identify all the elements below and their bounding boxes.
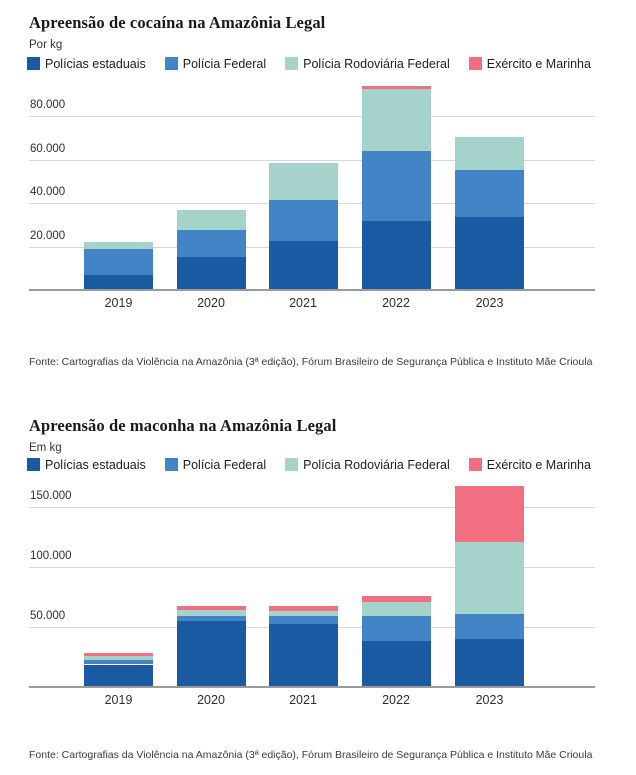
bar-segment-policia-rodoviaria-federal[interactable]	[361, 602, 431, 617]
bar-segment-policias-estaduais[interactable]	[268, 624, 338, 687]
legend-item: Polícias estaduais	[27, 458, 146, 473]
bar-segment-policia-federal[interactable]	[268, 616, 338, 625]
legend-label: Polícia Federal	[182, 458, 267, 472]
cocaine-chart-section: 20.000 40.000 60.000 80.000 2019 2020 2021 2022…	[27, 13, 610, 368]
gridline	[29, 567, 595, 568]
bar-segment-policia-rodoviaria-federal[interactable]	[176, 210, 246, 231]
gridline	[29, 116, 595, 118]
legend-label: Exército e Marinha	[486, 57, 591, 71]
legend-item: Polícia Federal	[164, 57, 267, 72]
bar-segment-policia-federal[interactable]	[455, 614, 524, 640]
y-axis-tick-label: 80.000	[30, 99, 66, 112]
cocaine-plot-area: 20.000 40.000 60.000 80.000 2019 2020 2021 2022…	[29, 86, 595, 310]
bar-segment-policia-federal[interactable]	[268, 199, 338, 242]
legend-swatch-icon	[27, 57, 40, 70]
legend-swatch-icon	[285, 458, 299, 471]
bar-segment-policias-estaduais[interactable]	[268, 241, 338, 290]
legend-label: Polícia Rodoviária Federal	[303, 57, 450, 71]
bar-segment-policia-federal[interactable]	[84, 249, 153, 275]
bar-segment-policias-estaduais[interactable]	[361, 641, 431, 687]
y-axis-tick-label: 40.000	[30, 186, 66, 199]
bar-segment-policias-estaduais[interactable]	[455, 639, 524, 687]
legend-label: Exército e Marinha	[486, 458, 591, 472]
bar-segment-exercito-e-marinha[interactable]	[268, 605, 338, 611]
x-axis-label: 2020	[197, 693, 225, 707]
y-axis-tick-label: 50.000	[30, 610, 66, 622]
bar-segment-exercito-e-marinha[interactable]	[361, 596, 431, 603]
x-axis-label: 2023	[475, 296, 504, 310]
bar-segment-exercito-e-marinha[interactable]	[84, 652, 153, 656]
cocaine-chart-title: Apreensão de cocaína na Amazônia Legal	[29, 13, 326, 32]
legend-item: Polícia Rodoviária Federal	[285, 458, 450, 473]
y-axis-tick-label: 100.000	[30, 550, 72, 562]
legend-swatch-icon	[164, 57, 178, 70]
bar-segment-policias-estaduais[interactable]	[361, 220, 431, 290]
bar-segment-policia-federal[interactable]	[455, 169, 524, 218]
bar-segment-policia-rodoviaria-federal[interactable]	[268, 163, 338, 200]
y-axis-tick-label: 150.000	[30, 490, 72, 502]
bar-segment-policias-estaduais[interactable]	[176, 257, 246, 290]
legend-item: Polícia Rodoviária Federal	[285, 57, 450, 72]
legend-swatch-icon	[285, 57, 299, 70]
legend-label: Polícias estaduais	[45, 57, 146, 71]
bar-segment-policia-federal[interactable]	[361, 616, 431, 642]
x-axis-label: 2021	[289, 296, 317, 310]
bar-segment-policia-rodoviaria-federal[interactable]	[84, 655, 153, 661]
x-axis-label: 2022	[382, 693, 410, 707]
x-axis-baseline	[29, 289, 595, 291]
x-axis-label: 2019	[104, 693, 133, 707]
marijuana-plot-area: 50.000 100.000 150.000 2019 2020 2021 2022 2023	[0, 402, 636, 775]
bar-segment-policia-rodoviaria-federal[interactable]	[455, 541, 524, 615]
marijuana-chart-section: 50.000 100.000 150.000 2019 2020 2021 2022 2023…	[0, 402, 636, 775]
legend-item: Exército e Marinha	[468, 458, 591, 473]
bar-segment-exercito-e-marinha[interactable]	[455, 486, 524, 542]
cocaine-source-note: Fonte: Cartografias da Violência na Amaz…	[29, 356, 593, 368]
bar-segment-policia-federal[interactable]	[176, 616, 246, 621]
marijuana-chart-subtitle: Em kg	[29, 442, 62, 454]
legend-item: Exército e Marinha	[468, 57, 591, 72]
bar-segment-policia-rodoviaria-federal[interactable]	[268, 610, 338, 616]
legend-swatch-icon	[164, 458, 178, 471]
bar-segment-policia-federal[interactable]	[361, 150, 431, 221]
legend-swatch-icon	[468, 458, 482, 471]
x-axis-baseline	[29, 686, 595, 688]
legend-label: Polícias estaduais	[45, 458, 146, 472]
bar-segment-policias-estaduais[interactable]	[455, 217, 524, 290]
gridline	[29, 159, 595, 161]
marijuana-chart-legend: Polícias estaduais Polícia Federal Polícia…	[27, 456, 610, 472]
bar-segment-policia-rodoviaria-federal[interactable]	[84, 242, 153, 250]
x-axis-label: 2023	[475, 693, 504, 707]
cocaine-chart-legend: Polícias estaduais Polícia Federal Polícia…	[27, 55, 610, 71]
bar-segment-exercito-e-marinha[interactable]	[361, 86, 431, 89]
legend-swatch-icon	[468, 57, 482, 70]
x-axis-label: 2020	[197, 296, 225, 310]
x-axis-label: 2019	[104, 296, 133, 310]
legend-label: Polícia Federal	[182, 57, 267, 71]
bar-segment-policia-rodoviaria-federal[interactable]	[361, 88, 431, 151]
legend-item: Polícia Federal	[164, 458, 267, 473]
x-axis-label: 2022	[382, 296, 410, 310]
bar-segment-policias-estaduais[interactable]	[84, 664, 153, 687]
bar-segment-policias-estaduais[interactable]	[176, 621, 246, 687]
cocaine-chart-subtitle: Por kg	[29, 39, 63, 51]
y-axis-tick-label: 20.000	[30, 229, 66, 242]
y-axis-tick-label: 60.000	[30, 142, 66, 155]
bar-segment-policias-estaduais[interactable]	[84, 274, 153, 290]
legend-swatch-icon	[27, 458, 40, 471]
legend-label: Polícia Rodoviária Federal	[303, 458, 450, 472]
legend-item: Polícias estaduais	[27, 57, 146, 72]
bar-segment-policia-rodoviaria-federal[interactable]	[176, 610, 246, 616]
gridline	[29, 507, 595, 508]
marijuana-source-note: Fonte: Cartografias da Violência na Amaz…	[29, 749, 593, 761]
x-axis-label: 2021	[289, 693, 317, 707]
bar-segment-policia-rodoviaria-federal[interactable]	[455, 136, 524, 170]
bar-segment-exercito-e-marinha[interactable]	[176, 606, 246, 611]
bar-segment-policia-federal[interactable]	[176, 230, 246, 257]
marijuana-chart-title: Apreensão de maconha na Amazônia Legal	[29, 416, 337, 435]
bar-segment-policia-federal[interactable]	[84, 660, 153, 665]
